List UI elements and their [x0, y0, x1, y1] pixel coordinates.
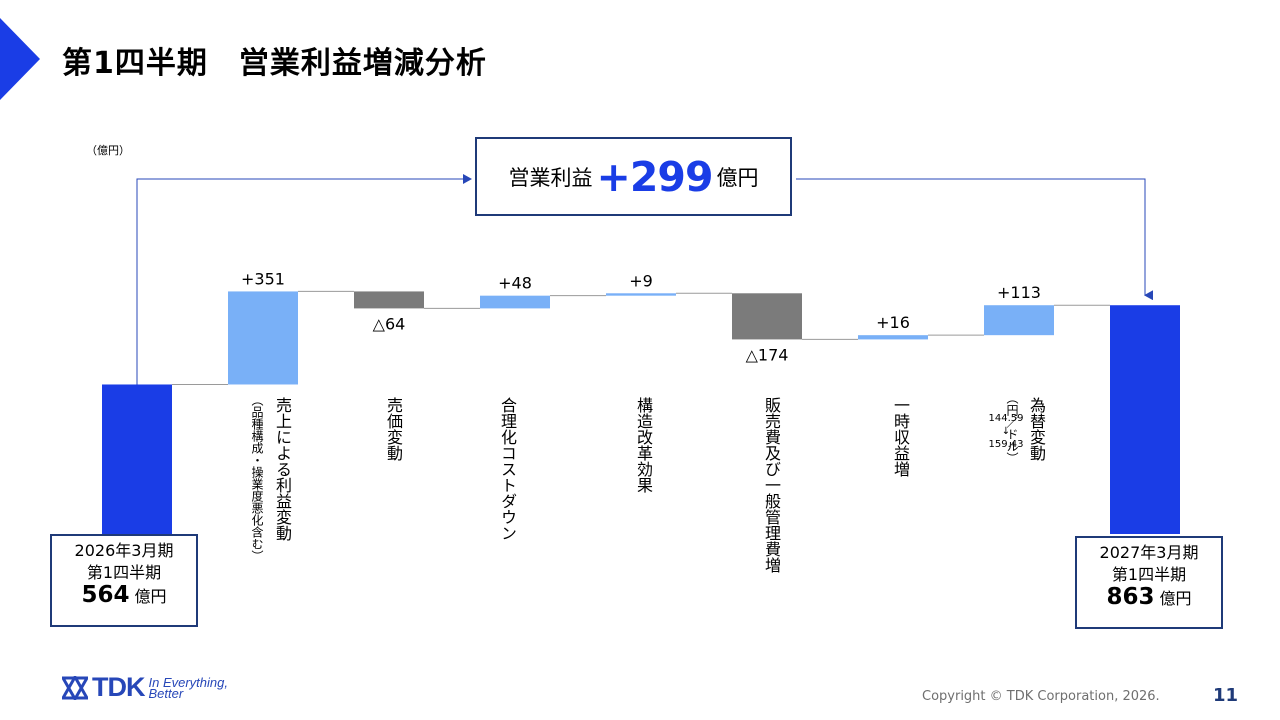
page-number: 11 [1213, 685, 1239, 706]
arrow-op-box-to-end [796, 178, 1153, 301]
category-label-sga: 販売費及び一般管理費増 [762, 397, 781, 573]
bar-step-1 [228, 291, 298, 385]
tdk-logo-text: TDK [92, 672, 145, 702]
data-label-step-2: △64 [373, 314, 406, 333]
bar-step-6 [858, 335, 928, 340]
end-total-value: 863 [1106, 584, 1155, 610]
category-label-one-time: 一時収益増 [891, 397, 910, 477]
start-total-unit: 億円 [134, 587, 167, 606]
category-note-sales: （品種構成・操業度悪化含む） [250, 394, 264, 562]
category-label-fx: 為替変動 [1027, 397, 1046, 461]
tagline-line2: Better [148, 685, 184, 701]
category-label-price: 売価変動 [384, 397, 403, 461]
fx-rate-to: 159.43 [988, 439, 1024, 450]
data-label-step-1: +351 [241, 269, 285, 288]
start-total-value: 564 [81, 582, 130, 608]
operating-profit-label: 営業利益 [508, 165, 593, 190]
bar-step-5 [732, 293, 802, 340]
category-label-cost-down: 合理化コストダウン [498, 397, 517, 541]
bar-step-2 [354, 291, 424, 309]
bar-end-total [1110, 305, 1180, 534]
corner-accent-triangle [0, 18, 40, 100]
bar-step-4 [606, 293, 676, 296]
tdk-logo-icon [62, 675, 88, 700]
data-label-step-5: △174 [746, 345, 789, 364]
end-period-line2: 第1四半期 [1111, 565, 1187, 584]
fx-rate-from: 144.59 [988, 413, 1024, 424]
tagline-line1: In Everything, [148, 674, 229, 690]
end-total-box: 2027年3月期 第1四半期 863 億円 [1075, 536, 1223, 629]
data-label-step-4: +9 [629, 271, 653, 290]
bar-step-3 [480, 295, 550, 309]
arrow-start-to-op-box [136, 174, 472, 385]
bar-start-total [102, 384, 172, 534]
end-period-line1: 2027年3月期 [1099, 543, 1199, 562]
data-label-step-3: +48 [498, 274, 532, 293]
category-label-sales: 売上による利益変動 [273, 397, 292, 541]
fx-rate-note: 144.59 ↓ 159.43 [982, 412, 1030, 451]
page-title: 第1四半期 営業利益増減分析 [62, 46, 487, 81]
category-label-restructuring: 構造改革効果 [634, 397, 653, 493]
copyright: Copyright © TDK Corporation, 2026. [922, 689, 1160, 704]
unit-label: （億円） [86, 144, 130, 157]
category-note-fx: （円／ドル） [1005, 392, 1019, 464]
start-total-box: 2026年3月期 第1四半期 564 億円 [50, 534, 198, 627]
operating-profit-box: 営業利益 +299 億円 [475, 137, 792, 216]
start-period-line1: 2026年3月期 [74, 541, 174, 560]
data-label-step-6: +16 [876, 313, 910, 332]
start-period-line2: 第1四半期 [86, 563, 162, 582]
fx-rate-arrow: ↓ [1001, 426, 1011, 437]
operating-profit-unit: 億円 [716, 165, 759, 190]
operating-profit-value: +299 [596, 152, 714, 201]
end-total-unit: 億円 [1159, 589, 1192, 608]
bar-step-7 [984, 305, 1054, 336]
tdk-logo-tagline: In Everything, Better [148, 674, 229, 701]
tdk-logo: TDK In Everything, Better [62, 672, 228, 703]
data-label-step-7: +113 [997, 283, 1041, 302]
